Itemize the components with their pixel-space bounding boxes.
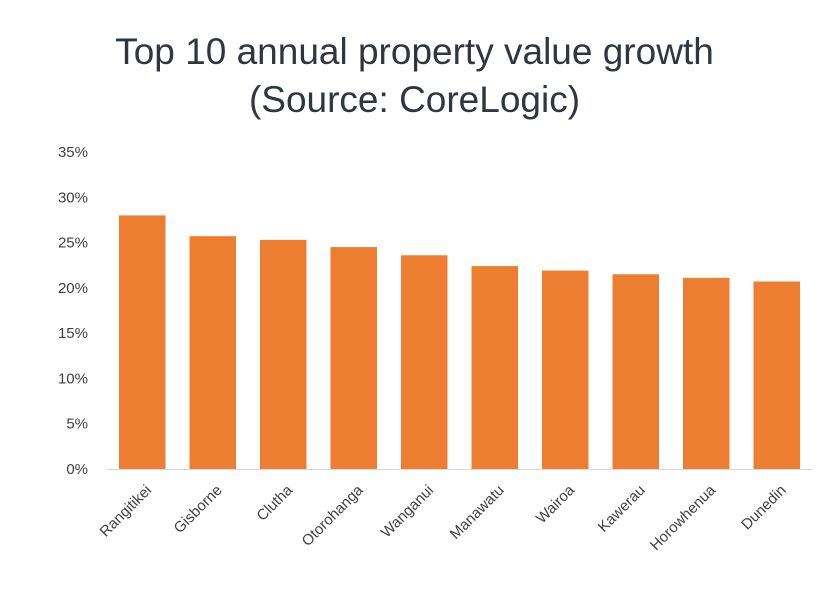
y-tick-label: 0% [66,461,88,478]
y-tick-label: 10% [58,370,88,387]
x-tick-label: Horowhenua [647,481,720,554]
bar-rangitikei [119,215,166,469]
bar-wanganui [401,255,448,469]
y-tick-label: 15% [58,325,88,342]
x-tick-label: Otorohanga [299,481,368,550]
bar-otorohanga [330,247,377,469]
y-tick-label: 35% [58,144,88,161]
x-tick-label: Kawerau [595,482,649,536]
bar-wairoa [542,270,589,469]
chart-title: Top 10 annual property value growth (Sou… [0,28,829,124]
bar-manawatu [471,266,518,469]
x-tick-label: Rangitikei [97,482,156,541]
bar-clutha [260,239,307,469]
bar-kawerau [612,274,659,469]
chart-subtitle: (Source: CoreLogic) [248,79,581,120]
y-tick-label: 30% [58,189,88,206]
y-tick-label: 20% [58,280,88,297]
bar-dunedin [753,281,800,469]
bar-horowhenua [683,277,730,469]
x-axis-ticks: Rangitikei Gisborne Clutha Otorohanga Wangan… [97,481,790,554]
y-tick-label: 25% [58,235,88,252]
y-axis-ticks: 0% 5% 10% 15% 20% 25% 30% 35% [58,144,88,478]
x-tick-label: Manawatu [447,482,508,543]
x-tick-label: Dunedin [738,482,790,534]
x-tick-label: Gisborne [171,482,226,537]
bar-gisborne [189,236,236,469]
bars-group [119,215,800,469]
x-tick-label: Clutha [253,481,296,524]
x-tick-label: Wanganui [378,482,437,541]
chart-title-line: Top 10 annual property value growth [115,31,714,72]
x-tick-label: Wairoa [533,481,579,527]
y-tick-label: 5% [66,416,88,433]
